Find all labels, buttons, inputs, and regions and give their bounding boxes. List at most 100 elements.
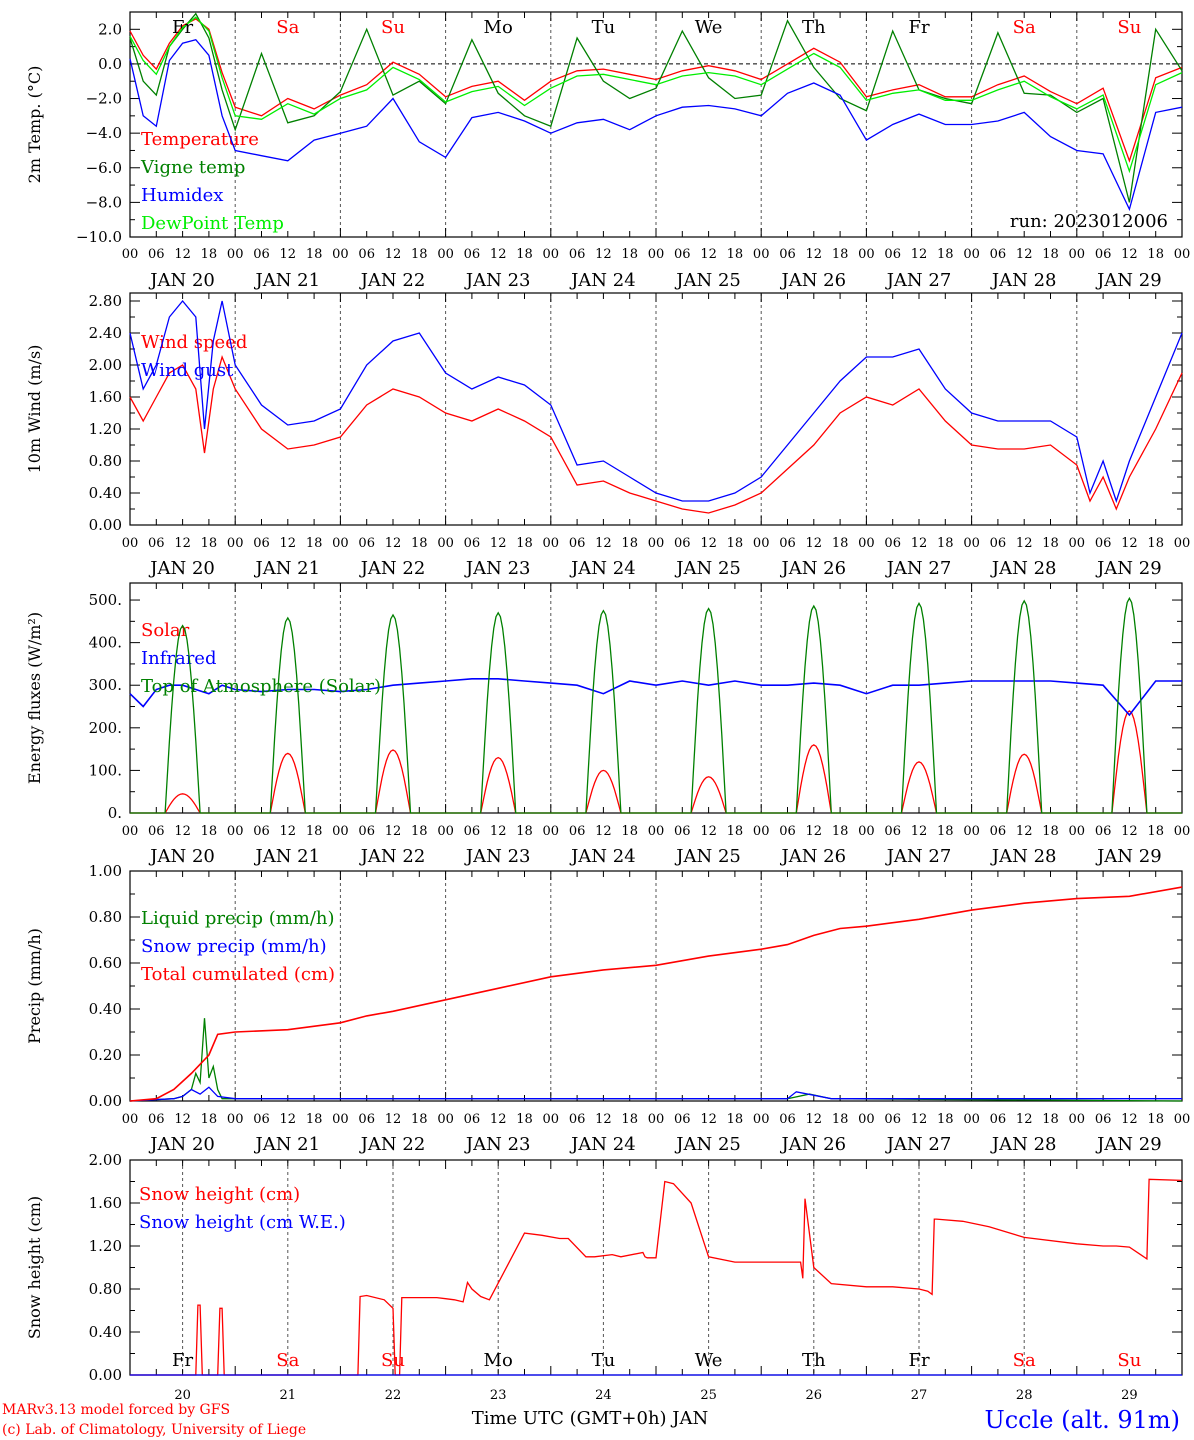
hour-tick-label: 00 [227, 536, 244, 551]
hour-tick-label: 18 [516, 536, 533, 551]
hour-tick-label: 06 [569, 1112, 586, 1127]
hour-tick-label: 18 [306, 536, 323, 551]
hour-tick-label: 00 [437, 824, 454, 839]
hour-tick-label: 18 [516, 247, 533, 262]
date-label: JAN 24 [569, 270, 636, 291]
y-axis-title: 10m Wind (m/s) [25, 345, 44, 474]
legend-entry: Infrared [141, 648, 216, 669]
hour-tick-label: 00 [227, 1112, 244, 1127]
hour-tick-label: 18 [621, 247, 638, 262]
y-tick-label: 1.60 [89, 1194, 122, 1212]
y-tick-label: 0.00 [89, 1092, 122, 1110]
hour-tick-label: 18 [832, 536, 849, 551]
hour-tick-label: 06 [779, 824, 796, 839]
hour-tick-label: 12 [490, 824, 507, 839]
date-label: JAN 27 [885, 846, 952, 867]
hour-tick-label: 00 [332, 536, 349, 551]
series-line [129, 678, 1182, 717]
y-tick-label: 1.60 [89, 388, 122, 406]
footer-model: MARv3.13 model forced by GFS [2, 1402, 230, 1418]
hour-tick-label: 00 [963, 536, 980, 551]
hour-tick-label: 00 [122, 1112, 139, 1127]
y-tick-label: 0.00 [89, 516, 122, 534]
snow-panel: 0.00 0.40 0.80 1.20 1.60 2.00 Snow height (cm)… [25, 1151, 1183, 1403]
y-tick-label: 0.40 [89, 1000, 122, 1018]
date-label: JAN 29 [1095, 846, 1162, 867]
hour-tick-label: 00 [437, 536, 454, 551]
weekday-label: Sa [276, 1350, 299, 1371]
hour-tick-label: 06 [358, 247, 375, 262]
date-label: JAN 24 [569, 846, 636, 867]
y-tick-label: 100. [89, 761, 122, 779]
hour-tick-label: 06 [253, 247, 270, 262]
hour-tick-label: 18 [937, 824, 954, 839]
weekday-label: Th [802, 1350, 826, 1371]
series-line [129, 886, 1183, 1102]
weekday-label: Mo [484, 17, 513, 38]
hour-tick-label: 06 [1095, 1112, 1112, 1127]
hour-tick-label: 12 [385, 247, 402, 262]
date-label: JAN 26 [780, 846, 847, 867]
date-label: JAN 25 [674, 558, 741, 579]
y-tick-label: 1.20 [89, 420, 122, 438]
legend-entry: Snow precip (mm/h) [141, 936, 327, 957]
hour-tick-label: 18 [832, 824, 849, 839]
hour-tick-label: 12 [595, 824, 612, 839]
hour-tick-label: 06 [148, 247, 165, 262]
y-tick-label: 0.20 [89, 1046, 122, 1064]
date-label: JAN 27 [885, 1134, 952, 1155]
date-label: JAN 29 [1095, 558, 1162, 579]
y-tick-label: 0.40 [89, 484, 122, 502]
date-label: JAN 29 [1095, 1134, 1162, 1155]
day-number-label: 26 [806, 1388, 823, 1403]
hour-tick-label: 12 [1121, 824, 1138, 839]
hour-tick-label: 12 [1016, 247, 1033, 262]
hour-tick-label: 12 [1121, 247, 1138, 262]
hour-tick-label: 06 [1095, 824, 1112, 839]
weekday-label: Mo [484, 1350, 513, 1371]
y-tick-label: 0.00 [89, 1366, 122, 1384]
hour-tick-label: 12 [280, 536, 297, 551]
hour-tick-label: 00 [122, 536, 139, 551]
hour-tick-label: 12 [174, 1112, 191, 1127]
hour-tick-label: 06 [884, 247, 901, 262]
wind-panel: 0.00 0.40 0.80 1.20 1.60 2.00 2.40 2.80 10m Wind… [25, 292, 1190, 579]
y-axis-title: Precip (mm/h) [25, 928, 44, 1044]
date-label: JAN 21 [254, 1134, 321, 1155]
hour-tick-label: 18 [937, 247, 954, 262]
y-tick-label: −2.0 [86, 90, 122, 108]
hour-tick-label: 06 [569, 536, 586, 551]
hour-tick-label: 00 [753, 824, 770, 839]
hour-tick-label: 12 [1016, 824, 1033, 839]
hour-tick-label: 18 [306, 247, 323, 262]
hour-tick-label: 06 [884, 1112, 901, 1127]
hour-tick-label: 06 [674, 247, 691, 262]
temperature-panel: −10.0 −8.0 −6.0 −4.0 −2.0 0.0 2.0 2m Temp. (°C)… [25, 11, 1191, 291]
hour-tick-label: 00 [858, 247, 875, 262]
xaxis-title: Time UTC (GMT+0h) JAN [472, 1408, 709, 1429]
hour-tick-label: 12 [174, 247, 191, 262]
y-axis-title: Energy fluxes (W/m²) [25, 612, 44, 784]
hour-tick-label: 00 [1174, 247, 1191, 262]
hour-tick-label: 12 [911, 824, 928, 839]
y-tick-label: 2.00 [89, 1151, 122, 1169]
y-tick-label: 2.40 [89, 324, 122, 342]
hour-tick-label: 18 [1042, 536, 1059, 551]
hour-tick-label: 06 [464, 536, 481, 551]
hour-tick-label: 18 [937, 536, 954, 551]
date-label: JAN 26 [780, 558, 847, 579]
date-label: JAN 28 [990, 846, 1057, 867]
weekday-label: Fr [172, 1350, 193, 1371]
plot-frame [129, 11, 1183, 238]
legend-entry: Wind gust [141, 360, 234, 381]
day-number-label: 20 [174, 1388, 191, 1403]
series-line [129, 299, 1183, 504]
hour-tick-label: 00 [332, 247, 349, 262]
hour-tick-label: 00 [753, 536, 770, 551]
hour-tick-label: 06 [358, 536, 375, 551]
hour-tick-label: 06 [253, 1112, 270, 1127]
series-line [130, 709, 1182, 814]
date-label: JAN 27 [885, 270, 952, 291]
hour-tick-label: 12 [700, 247, 717, 262]
energy-panel: 0. 100. 200. 300. 400. 500. Energy fluxes (W/m… [25, 582, 1190, 867]
